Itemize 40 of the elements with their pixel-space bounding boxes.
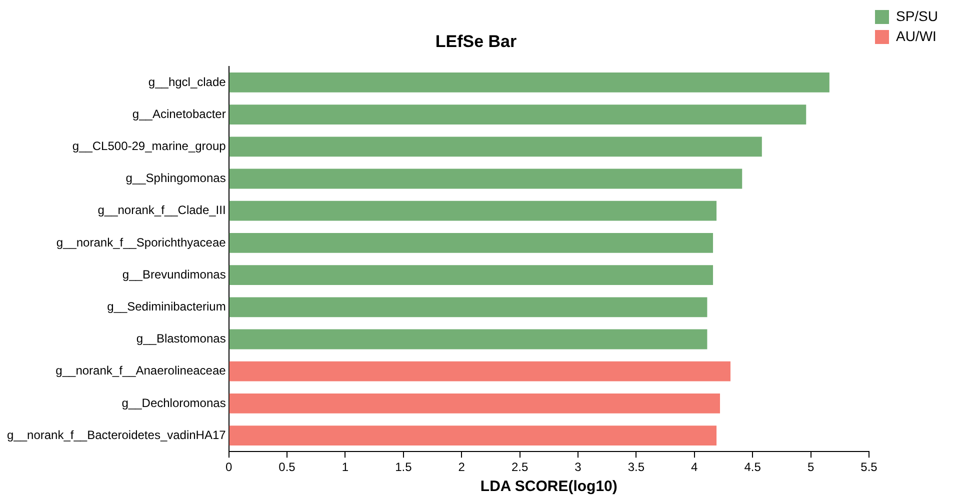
x-tick-label: 2 [458, 460, 466, 474]
bar [229, 265, 714, 285]
y-tick-label: g__norank_f__Sporichthyaceae [56, 235, 226, 250]
y-tick-label: g__CL500-29_marine_group [72, 138, 226, 153]
y-tick-label: g__Dechloromonas [122, 396, 226, 410]
x-tick-label: 0 [225, 460, 232, 474]
legend-label: AU/WI [896, 28, 936, 44]
y-tick-label: g__Sediminibacterium [107, 299, 226, 314]
x-tick-label: 1.5 [395, 460, 412, 474]
x-tick-label: 3 [574, 460, 582, 474]
x-tick-label: 0.5 [278, 460, 296, 474]
bar [229, 168, 742, 189]
x-tick-label: 4 [691, 460, 698, 474]
bar [229, 200, 717, 221]
bar [229, 136, 762, 157]
x-tick-label: 5.5 [860, 460, 878, 474]
y-tick-label: g__norank_f__Anaerolineaceae [56, 364, 226, 378]
y-tick-label: g__Brevundimonas [122, 267, 226, 282]
y-tick-label: g__norank_f__Bacteroidetes_vadinHA17 [6, 428, 226, 442]
x-tick-label: 1 [342, 460, 349, 474]
y-tick-label: g__Acinetobacter [132, 106, 226, 121]
y-tick-label: g__Blastomonas [136, 332, 226, 346]
x-tick-label: 5 [807, 460, 814, 474]
bar [229, 394, 720, 414]
bar [229, 426, 717, 446]
bar [229, 104, 806, 124]
chart-title: LEfSe Bar [435, 32, 518, 51]
x-tick-label: 3.5 [628, 460, 645, 474]
y-tick-label: g__hgcl_clade [148, 74, 226, 89]
bar [229, 297, 708, 318]
y-tick-label: g__Sphingomonas [126, 171, 226, 186]
bar [229, 72, 830, 92]
bar [229, 361, 730, 382]
legend-label: SP/SU [896, 8, 938, 24]
x-axis-title: LDA SCORE(log10) [480, 478, 618, 496]
x-tick-label: 2.5 [511, 460, 528, 474]
bar [229, 329, 708, 350]
bar [229, 233, 714, 253]
y-tick-label: g__norank_f__Clade_III [98, 203, 226, 218]
x-tick-label: 4.5 [744, 460, 762, 474]
